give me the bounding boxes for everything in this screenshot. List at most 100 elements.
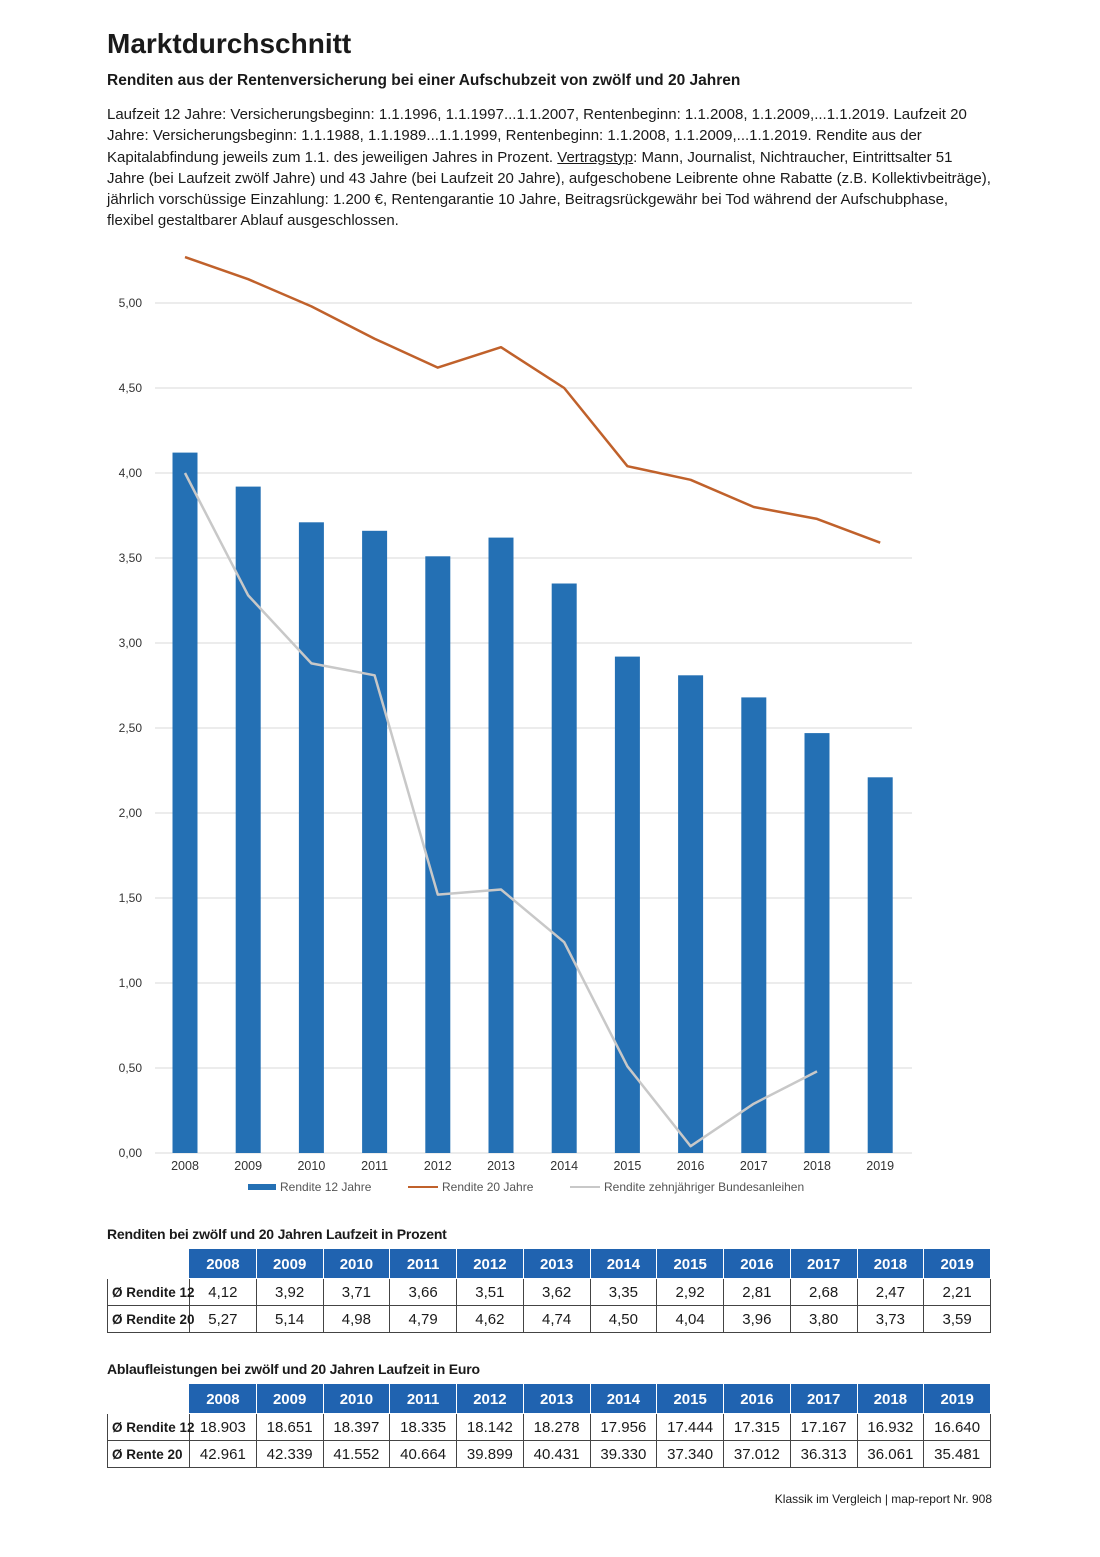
col-header: 2010: [322, 1249, 391, 1279]
row-label: Ø Rendite 20: [107, 1305, 195, 1333]
table-corner: [107, 1384, 190, 1414]
bar: [362, 530, 388, 1153]
legend-item-bundesanleihen: Rendite zehnjähriger Bundesanleihen: [570, 1180, 804, 1194]
y-tick-label: 3,50: [119, 551, 143, 565]
x-tick-label: 2014: [550, 1159, 578, 1173]
col-header: 2019: [923, 1249, 991, 1279]
table2-caption: Ablaufleistungen bei zwölf und 20 Jahren…: [107, 1361, 480, 1377]
bar: [614, 656, 640, 1153]
table1-caption: Renditen bei zwölf und 20 Jahren Laufzei…: [107, 1226, 447, 1242]
table-cell: 40.664: [389, 1440, 457, 1468]
description-text-2: : Mann, Journalist, Nichtraucher, Eintri…: [107, 148, 991, 230]
table-cell: 3,73: [856, 1305, 925, 1333]
table-cell: 3,59: [923, 1305, 991, 1333]
description-text-1: Laufzeit 12 Jahre: Versicherungsbeginn: …: [107, 106, 967, 166]
x-tick-label: 2011: [361, 1159, 388, 1173]
bar: [804, 733, 830, 1153]
table-cell: 2,21: [923, 1278, 991, 1306]
y-tick-label: 5,00: [119, 296, 143, 310]
table-cell: 2,47: [856, 1278, 925, 1306]
table-header-row: 2008 2009 2010 2011 2012 2013 2014 2015 …: [107, 1249, 991, 1279]
table-cell: 36.061: [856, 1440, 925, 1468]
col-header: 2009: [255, 1384, 324, 1414]
col-header: 2008: [189, 1384, 257, 1414]
table-cell: 41.552: [322, 1440, 391, 1468]
table-cell: 16.640: [923, 1413, 991, 1441]
bar: [488, 537, 514, 1153]
col-header: 2017: [789, 1249, 858, 1279]
col-header: 2013: [522, 1249, 591, 1279]
y-tick-label: 2,00: [119, 806, 143, 820]
bar: [172, 452, 198, 1154]
x-tick-label: 2015: [613, 1159, 641, 1173]
table-cell: 39.899: [456, 1440, 524, 1468]
col-header: 2013: [522, 1384, 591, 1414]
col-header: 2012: [456, 1249, 524, 1279]
description-underlined: Vertragstyp: [557, 148, 634, 166]
row-label: Ø Rente 20: [107, 1440, 190, 1468]
table-cell: 3,96: [723, 1305, 791, 1333]
legend-swatch-bar: [248, 1184, 276, 1190]
x-tick-label: 2019: [866, 1159, 894, 1173]
legend-label: Rendite 12 Jahre: [280, 1180, 372, 1194]
y-tick-label: 4,00: [119, 466, 143, 480]
col-header: 2014: [589, 1384, 658, 1414]
bar-layer: [172, 452, 893, 1154]
description: Laufzeit 12 Jahre: Versicherungsbeginn: …: [107, 104, 992, 232]
table-renditen: 2008 2009 2010 2011 2012 2013 2014 2015 …: [107, 1249, 991, 1333]
table-cell: 2,68: [789, 1278, 858, 1306]
legend-item-rendite-12: Rendite 12 Jahre: [248, 1180, 371, 1194]
table-ablaufleistungen: 2008 2009 2010 2011 2012 2013 2014 2015 …: [107, 1384, 991, 1468]
table-cell: 5,14: [255, 1305, 324, 1333]
bar: [678, 675, 704, 1153]
col-header: 2015: [656, 1384, 724, 1414]
series-line-bundesanleihen: [183, 472, 818, 1148]
table-cell: 39.330: [589, 1440, 658, 1468]
table-cell: 42.339: [255, 1440, 324, 1468]
table-cell: 37.012: [723, 1440, 791, 1468]
table-row: Ø Rente 20 42.961 42.339 41.552 40.664 3…: [107, 1440, 991, 1468]
y-tick-label: 1,00: [119, 976, 143, 990]
x-tick-label: 2013: [487, 1159, 515, 1173]
page-subtitle: Renditen aus der Rentenversicherung bei …: [107, 72, 741, 89]
table-cell: 36.313: [789, 1440, 858, 1468]
table-cell: 4,04: [656, 1305, 724, 1333]
row-label: Ø Rendite 12: [107, 1278, 195, 1306]
bar: [551, 583, 577, 1153]
legend-swatch-line: [408, 1186, 438, 1188]
table-row: Ø Rendite 12 18.903 18.651 18.397 18.335…: [107, 1413, 991, 1441]
table-cell: 4,12: [189, 1278, 257, 1306]
y-tick-label: 2,50: [119, 721, 143, 735]
table-row: Ø Rendite 12 4,12 3,92 3,71 3,66 3,51 3,…: [107, 1278, 991, 1306]
col-header: 2015: [656, 1249, 724, 1279]
table-cell: 3,80: [789, 1305, 858, 1333]
table-cell: 4,74: [522, 1305, 591, 1333]
table-cell: 18.903: [189, 1413, 257, 1441]
table-cell: 42.961: [189, 1440, 257, 1468]
grid-layer: [155, 302, 912, 1154]
col-header: 2012: [456, 1384, 524, 1414]
table-cell: 3,51: [456, 1278, 524, 1306]
col-header: 2018: [856, 1384, 925, 1414]
table-cell: 2,92: [656, 1278, 724, 1306]
y-tick-label: 4,50: [119, 381, 143, 395]
col-header: 2016: [723, 1249, 791, 1279]
bar: [867, 777, 893, 1153]
x-tick-label: 2008: [171, 1159, 199, 1173]
table-cell: 18.397: [322, 1413, 391, 1441]
table-cell: 18.278: [522, 1413, 591, 1441]
bar: [425, 556, 451, 1153]
table-cell: 40.431: [522, 1440, 591, 1468]
row-label: Ø Rendite 12: [107, 1413, 195, 1441]
y-axis-ticks: 0,00 0,50 1,00 1,50 2,00 2,50 3,00 3,50 4,00 4,50…: [119, 296, 143, 1160]
table-cell: 18.335: [389, 1413, 457, 1441]
x-tick-label: 2018: [803, 1159, 831, 1173]
table-cell: 17.315: [723, 1413, 791, 1441]
table-cell: 17.444: [656, 1413, 724, 1441]
col-header: 2018: [856, 1249, 925, 1279]
table-header-row: 2008 2009 2010 2011 2012 2013 2014 2015 …: [107, 1384, 991, 1414]
table-row: Ø Rendite 20 5,27 5,14 4,98 4,79 4,62 4,…: [107, 1305, 991, 1333]
page-title: Marktdurchschnitt: [107, 28, 352, 59]
x-axis-ticks: 2008 2009 2010 2011 2012 2013 2014 2015 2016 2017…: [171, 1159, 894, 1173]
legend-swatch-line: [570, 1186, 600, 1188]
